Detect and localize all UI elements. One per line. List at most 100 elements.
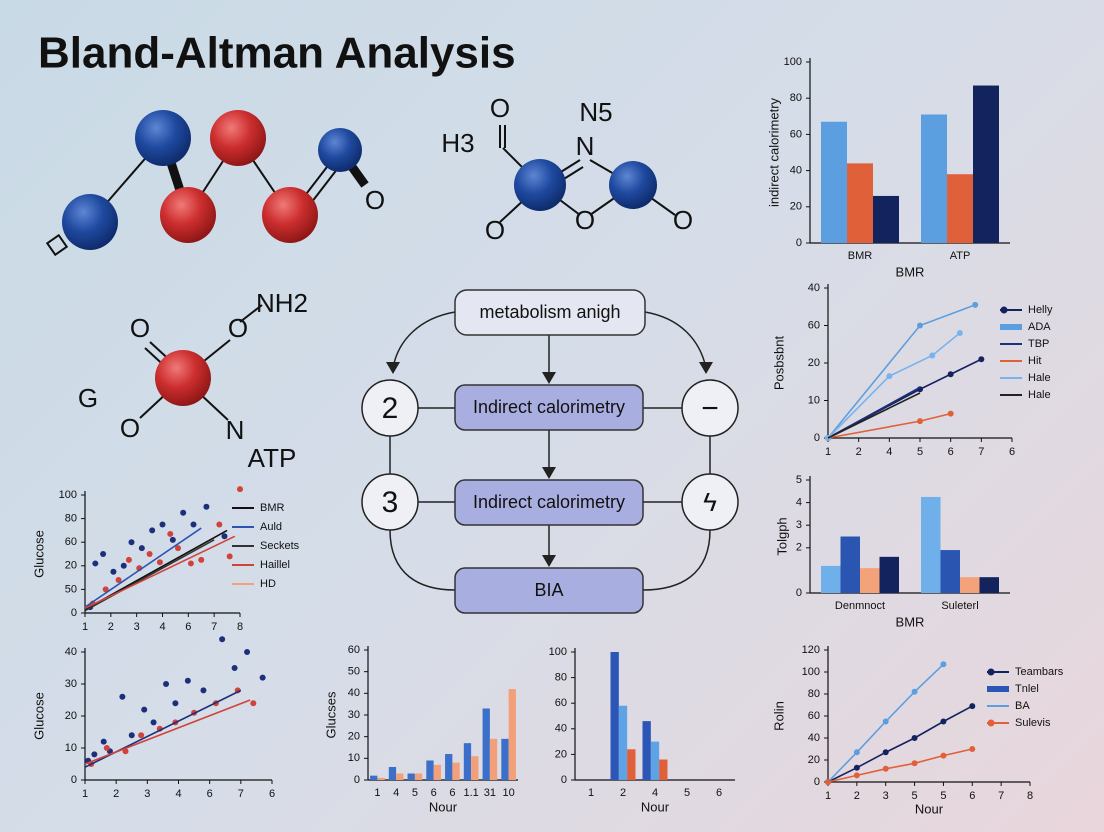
point (929, 352, 936, 359)
bar (377, 777, 385, 780)
x-tick-label: 6 (431, 787, 437, 799)
x-tick-label: 5 (684, 787, 690, 799)
bar (445, 754, 453, 780)
x-tick-label: 2 (108, 621, 114, 633)
atom-label: O (130, 313, 150, 343)
bar (463, 743, 472, 780)
x-tick-label: 5 (412, 787, 418, 799)
point (969, 746, 976, 752)
x-tick-label: 1 (82, 788, 88, 800)
bar (407, 773, 415, 780)
y-tick-label: 100 (549, 646, 567, 658)
y-tick-label: 120 (802, 644, 820, 656)
atom-label: NH2 (256, 288, 308, 318)
bar (426, 760, 434, 780)
flow-circle (681, 473, 739, 531)
y-axis-label: Posbsbnt (771, 336, 786, 391)
point (911, 760, 918, 767)
point (231, 665, 238, 671)
x-tick-label: 7 (238, 788, 244, 800)
x-tick-label: 6 (1009, 446, 1015, 458)
flow-label: Indirect calorimetry (473, 397, 625, 417)
y-tick-label: 20 (348, 731, 360, 743)
y-tick-label: 30 (348, 709, 360, 721)
legend-label: TBP (1028, 338, 1049, 350)
flow-circle (361, 473, 419, 531)
point (100, 551, 107, 557)
point (259, 674, 266, 681)
point (940, 661, 947, 668)
point (882, 749, 889, 756)
x-tick-label: 7 (978, 446, 984, 458)
point (169, 536, 176, 543)
x-axis-label: BMR (896, 264, 925, 279)
legend-label: Hale (1028, 372, 1051, 384)
legend-label: Hale (1028, 389, 1051, 401)
bar (921, 114, 947, 244)
x-tick-label: 6 (969, 790, 975, 802)
point (180, 509, 187, 516)
x-tick-label: 1 (374, 787, 380, 799)
atom-label: N5 (579, 97, 612, 127)
x-tick-label: 6 (449, 787, 455, 799)
molecule (499, 125, 676, 223)
y-tick-label: 10 (808, 394, 820, 406)
point (911, 688, 918, 695)
bar (508, 689, 516, 780)
molecule (45, 110, 369, 257)
point (110, 568, 117, 575)
bar (396, 773, 404, 780)
bar (847, 163, 873, 243)
point (226, 553, 233, 560)
x-tick-label: Denmnoct (835, 600, 885, 612)
x-tick-label: 3 (134, 621, 140, 633)
x-tick-label: BMR (848, 250, 873, 262)
point (159, 521, 166, 528)
legend-swatch (1000, 324, 1022, 330)
y-tick-label: 40 (808, 732, 820, 744)
atom-label: O (120, 413, 140, 443)
x-axis-label: Nour (429, 799, 458, 814)
atom-label: O (485, 215, 505, 245)
x-tick-label: 4 (886, 446, 892, 458)
point (141, 706, 148, 713)
y-axis-label: Glucses (323, 691, 338, 738)
y-tick-label: 3 (796, 519, 802, 531)
point (250, 700, 257, 707)
bar (388, 767, 397, 780)
y-axis-label: Glucose (31, 530, 46, 578)
series-line (84, 535, 236, 610)
y-tick-label: 0 (561, 774, 567, 786)
point (184, 677, 191, 684)
point (244, 649, 251, 655)
x-tick-label: 1.1 (463, 787, 478, 799)
flow-label: Indirect calorimetry (473, 492, 625, 512)
x-tick-label: 31 (484, 787, 496, 799)
point (216, 521, 223, 528)
y-tick-label: 80 (555, 672, 567, 684)
y-tick-label: 20 (555, 748, 567, 760)
point (138, 732, 145, 739)
bar (973, 85, 999, 243)
x-tick-label: 2 (113, 788, 119, 800)
molecule (139, 304, 263, 421)
y-tick-label: 40 (808, 282, 820, 294)
point (200, 687, 207, 694)
bar (821, 565, 841, 593)
x-tick-label: 6 (185, 621, 191, 633)
y-tick-label: 0 (796, 237, 802, 249)
y-tick-label: 40 (790, 165, 802, 177)
point (237, 486, 243, 493)
y-tick-label: 20 (65, 560, 77, 572)
point (163, 681, 170, 687)
point (138, 545, 145, 552)
y-axis-label: Rolin (771, 701, 786, 731)
point (167, 530, 174, 537)
legend-swatch (987, 719, 995, 727)
bar (979, 577, 999, 593)
y-tick-label: 100 (59, 489, 77, 501)
flow-box (454, 289, 646, 336)
point (175, 545, 181, 552)
legend-label: BMR (260, 502, 285, 514)
x-tick-label: 5 (912, 790, 918, 802)
